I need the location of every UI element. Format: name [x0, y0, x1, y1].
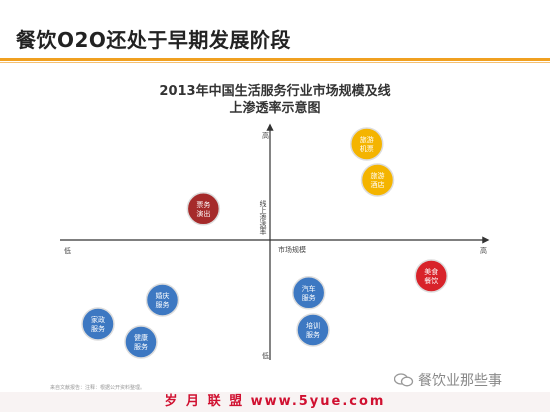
- y-axis-high-label: 高: [262, 131, 269, 140]
- point-marker: [81, 307, 115, 341]
- point-label: 演出: [196, 209, 210, 218]
- point-label: 服务: [302, 293, 316, 302]
- point-label: 汽车: [302, 284, 316, 293]
- point-label: 旅游: [360, 135, 374, 144]
- point-label: 培训: [306, 321, 320, 330]
- watermark-banner: 岁 月 联 盟 www.5yue.com: [0, 392, 550, 412]
- point-marker: [350, 127, 384, 161]
- title-divider: [0, 58, 550, 61]
- x-axis-title: 市场规模: [278, 245, 306, 254]
- point-marker: [291, 276, 326, 310]
- point-marker: [296, 313, 330, 347]
- point-marker: [360, 163, 395, 197]
- point-label: 服务: [91, 324, 105, 333]
- point-label: 餐饮: [424, 276, 438, 285]
- point-marker: [124, 325, 158, 359]
- point-marker: [186, 192, 221, 226]
- wechat-account-label: 餐饮业那些事: [418, 373, 502, 389]
- source-note: 来自文献报告：注释：根据公开资料整理。: [50, 385, 146, 391]
- point-marker: [145, 283, 180, 317]
- wechat-brand: 餐饮业那些事: [394, 370, 502, 390]
- y-axis-title: 线上渗透率: [259, 199, 267, 236]
- point-label: 票务: [196, 200, 210, 209]
- point-label: 婚庆: [156, 291, 170, 300]
- title-divider-thin: [0, 62, 550, 63]
- point-label: 健康: [134, 333, 148, 342]
- point-label: 酒店: [371, 180, 385, 189]
- point-label: 服务: [306, 330, 320, 339]
- x-axis-high-label: 高: [480, 246, 487, 255]
- point-label: 美食: [424, 267, 438, 276]
- point-label: 服务: [134, 342, 148, 351]
- y-axis-low-label: 低: [262, 351, 269, 360]
- wechat-icon: [394, 373, 414, 387]
- point-label: 旅游: [371, 171, 385, 180]
- point-label: 家政: [91, 315, 105, 324]
- point-marker: [414, 259, 448, 293]
- page-title: 餐饮O2O还处于早期发展阶段: [16, 28, 291, 52]
- chart-title-line-1: 2013年中国生活服务行业市场规模及线: [159, 84, 391, 99]
- chart-title-line-2: 上渗透率示意图: [229, 101, 321, 116]
- point-label: 机票: [360, 144, 374, 153]
- x-axis-low-label: 低: [64, 246, 71, 255]
- point-label: 服务: [156, 300, 170, 309]
